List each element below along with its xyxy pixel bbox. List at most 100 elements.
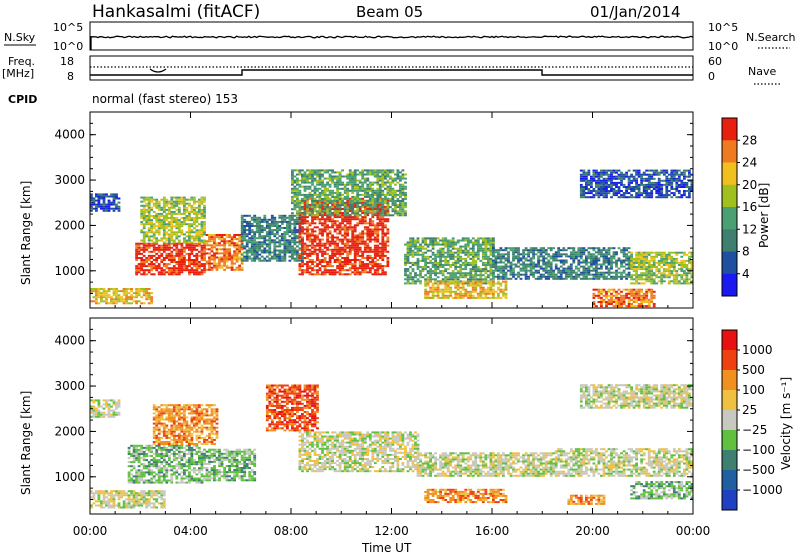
heatmap-cell — [338, 238, 342, 241]
heatmap-cell — [574, 253, 578, 256]
heatmap-cell — [100, 292, 103, 295]
heatmap-cell — [150, 242, 154, 245]
heatmap-cell — [240, 229, 244, 232]
heatmap-cell — [265, 218, 269, 221]
heatmap-cell — [642, 266, 646, 268]
heatmap-cell — [183, 198, 186, 201]
heatmap-cell — [373, 212, 377, 215]
heatmap-cell — [481, 286, 485, 289]
heatmap-cell — [399, 210, 402, 213]
heatmap-cell — [378, 177, 382, 180]
heatmap-cell — [326, 238, 329, 241]
heatmap-cell — [95, 209, 98, 212]
heatmap-cell — [507, 259, 510, 262]
heatmap-cell — [562, 259, 566, 262]
heatmap-cell — [602, 277, 606, 280]
heatmap-cell — [426, 270, 430, 273]
heatmap-cell — [346, 269, 350, 272]
heatmap-cell — [177, 227, 181, 230]
heatmap-cell — [291, 216, 294, 219]
heatmap-cell — [492, 284, 495, 287]
heatmap-cell — [150, 244, 154, 247]
heatmap-cell — [366, 230, 370, 233]
heatmap-cell — [155, 237, 159, 240]
heatmap-cell — [321, 244, 324, 247]
heatmap-cell — [275, 253, 279, 256]
heatmap-cell — [127, 298, 131, 301]
heatmap-cell — [286, 239, 289, 242]
heatmap-cell — [487, 282, 490, 285]
heatmap-cell — [672, 276, 676, 279]
heatmap-cell — [487, 286, 490, 289]
heatmap-cell — [348, 206, 352, 209]
heatmap-cell — [356, 218, 360, 221]
heatmap-cell — [218, 242, 221, 245]
heatmap-cell — [321, 210, 324, 213]
heatmap-cell — [371, 202, 375, 205]
heatmap-cell — [336, 220, 339, 223]
heatmap-cell — [203, 225, 206, 228]
heatmap-cell — [439, 255, 442, 258]
heatmap-cell — [557, 259, 561, 262]
heatmap-cell — [208, 236, 211, 239]
heatmap-cell — [250, 245, 254, 248]
heatmap-cell — [316, 171, 319, 174]
heatmap-cell — [172, 239, 176, 242]
heatmap-cell — [451, 272, 455, 275]
heatmap-cell — [190, 208, 194, 211]
heatmap-cell — [326, 216, 329, 219]
heatmap-cell — [336, 191, 339, 194]
heatmap-cell — [409, 261, 412, 264]
heatmap-cell — [137, 269, 141, 272]
heatmap-cell — [351, 234, 355, 237]
heatmap-cell — [326, 263, 329, 266]
heatmap-cell — [248, 257, 252, 260]
heatmap-cell — [308, 187, 312, 190]
heatmap-cell — [165, 248, 169, 251]
heatmap-cell — [569, 253, 573, 256]
heatmap-cell — [286, 233, 289, 236]
heatmap-cell — [381, 214, 385, 217]
heatmap-cell — [361, 238, 365, 241]
heatmap-cell — [308, 254, 312, 257]
heatmap-cell — [441, 278, 445, 281]
heatmap-cell — [610, 275, 613, 278]
heatmap-cell — [298, 202, 302, 205]
heatmap-cell — [268, 245, 272, 248]
heatmap-cell — [328, 210, 332, 213]
heatmap-cell — [517, 249, 520, 252]
heatmap-cell — [466, 292, 470, 295]
heatmap-cell — [386, 179, 390, 182]
heatmap-cell — [311, 246, 314, 249]
heatmap-cell — [283, 218, 287, 221]
heatmap-cell — [296, 229, 299, 232]
heatmap-cell — [203, 250, 206, 253]
heatmap-cell — [592, 269, 596, 272]
heatmap-cell — [155, 246, 159, 249]
heatmap-cell — [579, 257, 583, 260]
heatmap-cell — [394, 179, 397, 182]
heatmap-cell — [371, 267, 375, 270]
heatmap-cell — [652, 282, 656, 285]
heatmap-cell — [170, 235, 174, 238]
heatmap-cell — [421, 270, 425, 273]
heatmap-cell — [240, 237, 244, 240]
heatmap-cell — [356, 202, 360, 205]
heatmap-cell — [190, 196, 194, 199]
heatmap-cell — [152, 235, 156, 238]
heatmap-cell — [165, 225, 169, 228]
heatmap-cell — [313, 189, 317, 192]
heatmap-cell — [378, 222, 382, 225]
heatmap-cell — [406, 243, 410, 246]
heatmap-cell — [205, 262, 209, 265]
heatmap-cell — [582, 277, 586, 280]
heatmap-cell — [569, 255, 573, 258]
heatmap-cell — [167, 244, 171, 247]
heatmap-cell — [235, 256, 239, 259]
heatmap-cell — [105, 294, 108, 297]
heatmap-cell — [152, 267, 156, 270]
heatmap-cell — [240, 231, 244, 234]
heatmap-cell — [647, 276, 651, 279]
heatmap-cell — [358, 189, 362, 192]
heatmap-cell — [223, 252, 226, 255]
